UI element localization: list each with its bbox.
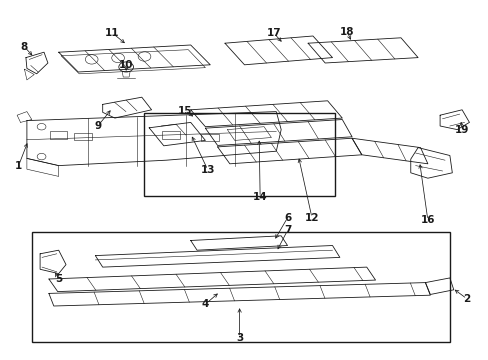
Bar — [201, 134, 219, 141]
Text: 2: 2 — [463, 294, 469, 304]
Text: 6: 6 — [284, 213, 290, 223]
Text: 10: 10 — [119, 60, 133, 70]
Bar — [32, 232, 449, 342]
Text: 7: 7 — [283, 225, 291, 235]
Text: 8: 8 — [21, 42, 28, 52]
Text: 13: 13 — [200, 165, 215, 175]
Bar — [144, 113, 334, 196]
Text: 3: 3 — [236, 333, 243, 343]
Text: 5: 5 — [55, 274, 62, 284]
Text: 9: 9 — [94, 121, 101, 131]
Text: 12: 12 — [304, 213, 319, 223]
Text: 17: 17 — [266, 28, 281, 38]
Text: 1: 1 — [15, 161, 22, 171]
Text: 19: 19 — [454, 125, 468, 135]
Text: 4: 4 — [201, 299, 209, 309]
Bar — [50, 131, 67, 139]
Text: 16: 16 — [420, 215, 434, 225]
Text: 11: 11 — [105, 28, 120, 38]
Text: 15: 15 — [177, 105, 192, 116]
Bar — [74, 133, 92, 140]
Text: 14: 14 — [252, 192, 267, 202]
Text: 18: 18 — [339, 27, 354, 37]
Bar — [162, 131, 180, 139]
